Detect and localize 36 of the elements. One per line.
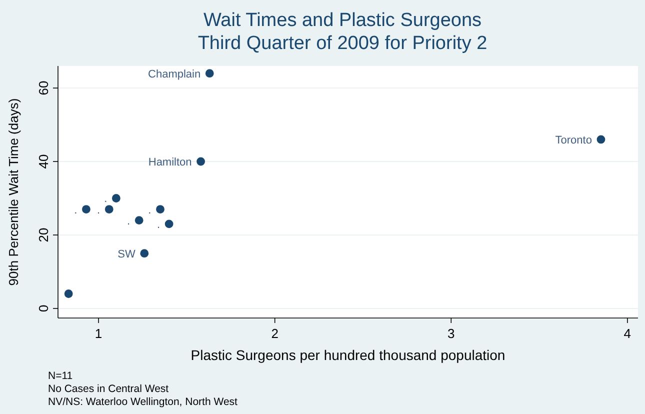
text: NV/NS: Waterloo Wellington, North West bbox=[48, 396, 238, 408]
annotation: Champlain bbox=[148, 68, 201, 80]
point bbox=[196, 157, 205, 166]
chart-title: Wait Times and Plastic Surgeons bbox=[203, 10, 482, 31]
annotation: . bbox=[74, 204, 78, 216]
x-tick-label: 3 bbox=[448, 326, 455, 341]
chart-subtitle: Third Quarter of 2009 for Priority 2 bbox=[198, 33, 488, 54]
x-tick-label: 4 bbox=[624, 326, 632, 341]
annotation: . bbox=[104, 193, 108, 206]
point bbox=[205, 69, 214, 78]
point bbox=[64, 290, 73, 298]
y-axis-title: 90th Percentile Wait Time (days) bbox=[6, 98, 21, 286]
annotation: . bbox=[127, 215, 130, 228]
point bbox=[140, 249, 149, 258]
annotation: Toronto bbox=[555, 134, 592, 146]
y-tick-label: 0 bbox=[36, 304, 51, 312]
y-tick-label: 20 bbox=[36, 228, 51, 242]
annotation: . bbox=[157, 218, 160, 231]
annotation: . bbox=[97, 204, 100, 216]
point bbox=[156, 205, 164, 214]
x-tick-label: 2 bbox=[271, 326, 278, 341]
point bbox=[82, 205, 90, 214]
y-tick-label: 40 bbox=[36, 154, 51, 169]
annotation: SW bbox=[118, 248, 136, 260]
y-tick-label: 60 bbox=[36, 80, 51, 96]
point bbox=[104, 205, 114, 214]
text: N=11 bbox=[48, 370, 73, 382]
point bbox=[596, 135, 606, 144]
text: No Cases in Central West bbox=[48, 383, 169, 395]
point bbox=[112, 194, 120, 202]
point bbox=[134, 216, 144, 224]
annotation: Hamilton bbox=[148, 156, 192, 169]
annotation: . bbox=[148, 204, 152, 216]
point bbox=[164, 220, 174, 228]
x-axis-title: Plastic Surgeons per hundred thousand population bbox=[190, 347, 506, 363]
x-tick-label: 1 bbox=[94, 326, 102, 341]
